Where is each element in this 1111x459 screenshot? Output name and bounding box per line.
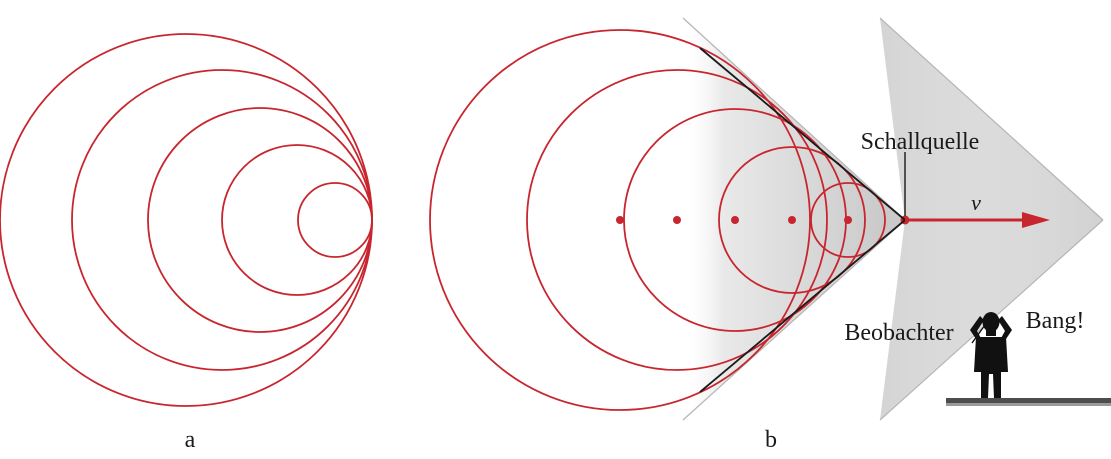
source-position-dot-4 — [788, 216, 796, 224]
wavefront-circle-b-2 — [526, 69, 828, 371]
mach-cone-envelope — [699, 47, 906, 393]
wavefront-circle-b-5 — [810, 182, 886, 258]
panel-a-label: a — [185, 427, 196, 453]
source-position-dot-3 — [731, 216, 739, 224]
observer-figure — [970, 312, 1012, 398]
source-position-dot-2 — [673, 216, 681, 224]
panel-b-label: b — [765, 427, 777, 453]
wavefront-circle-b-4 — [718, 146, 866, 294]
panel-b-supersonic — [429, 29, 910, 411]
source-label: Schallquelle — [861, 129, 980, 155]
velocity-label: v — [971, 190, 981, 215]
wavefront-circle-b-1 — [429, 29, 811, 411]
bang-label: Bang! — [1026, 308, 1085, 334]
panel-a-subsonic — [0, 33, 373, 407]
source-position-dot-1 — [616, 216, 624, 224]
velocity-arrow — [905, 212, 1050, 228]
wavefront-circle-a-3 — [147, 107, 373, 333]
wavefront-circle-a-5 — [297, 182, 373, 258]
observer-label: Beobachter — [844, 320, 953, 346]
wavefront-circle-a-1 — [0, 33, 373, 407]
source-position-dot-5 — [844, 216, 852, 224]
wavefront-circle-a-4 — [221, 144, 373, 296]
ground — [946, 398, 1111, 406]
